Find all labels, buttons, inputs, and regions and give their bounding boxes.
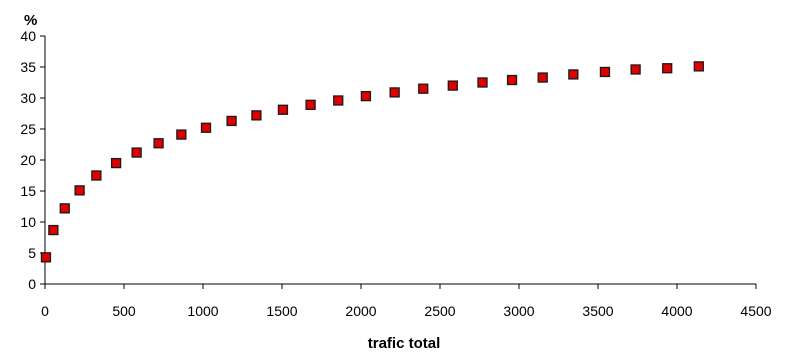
x-axis-label: trafic total [368, 335, 441, 352]
data-point [59, 203, 70, 214]
y-tick-label: 30 [20, 90, 36, 106]
y-tick-label: 0 [28, 276, 36, 292]
data-point [360, 90, 372, 102]
data-point [200, 122, 212, 133]
x-tick-label: 2000 [345, 303, 376, 319]
y-tick-label: 15 [20, 183, 36, 199]
data-point [333, 95, 344, 106]
data-point [40, 252, 52, 263]
y-axis-label: % [24, 12, 37, 29]
y-tick-label: 20 [20, 152, 36, 168]
data-point [131, 147, 142, 158]
data-point [506, 74, 518, 86]
data-point [305, 99, 316, 110]
data-point [110, 157, 122, 169]
x-tick-label: 1500 [266, 303, 297, 319]
y-tick-label: 5 [28, 245, 36, 261]
x-tick-label: 500 [112, 303, 136, 319]
y-tick-label: 35 [20, 59, 36, 75]
y-tick-label: 25 [20, 121, 36, 137]
data-point [447, 80, 458, 91]
data-point [477, 77, 488, 88]
data-point [662, 63, 673, 74]
x-tick-label: 3500 [582, 303, 613, 319]
data-point [48, 224, 59, 236]
data-point [537, 72, 548, 83]
y-tick-label: 10 [20, 214, 36, 230]
x-tick-label: 0 [41, 303, 49, 319]
x-tick-label: 1000 [187, 303, 218, 319]
x-tick-label: 4500 [740, 303, 771, 319]
data-point [251, 110, 262, 121]
y-tick-label: 40 [20, 28, 36, 44]
data-point [389, 87, 400, 98]
data-point [568, 69, 579, 80]
y-axis-ticks: 0 5 10 15 20 25 30 35 40 [20, 28, 45, 292]
data-points [40, 61, 704, 263]
data-point [226, 115, 237, 127]
data-point [74, 185, 85, 196]
data-point [599, 66, 611, 78]
data-point [418, 83, 429, 94]
data-point [277, 104, 289, 115]
data-point [630, 64, 641, 75]
x-tick-label: 4000 [661, 303, 692, 319]
data-point [91, 170, 102, 181]
data-point [693, 61, 704, 72]
data-point [153, 138, 164, 149]
x-tick-label: 2500 [424, 303, 455, 319]
x-axis-ticks: 0 500 1000 1500 2000 2500 3000 3500 4000 4500 [41, 284, 772, 319]
data-point [176, 129, 187, 140]
x-tick-label: 3000 [503, 303, 534, 319]
